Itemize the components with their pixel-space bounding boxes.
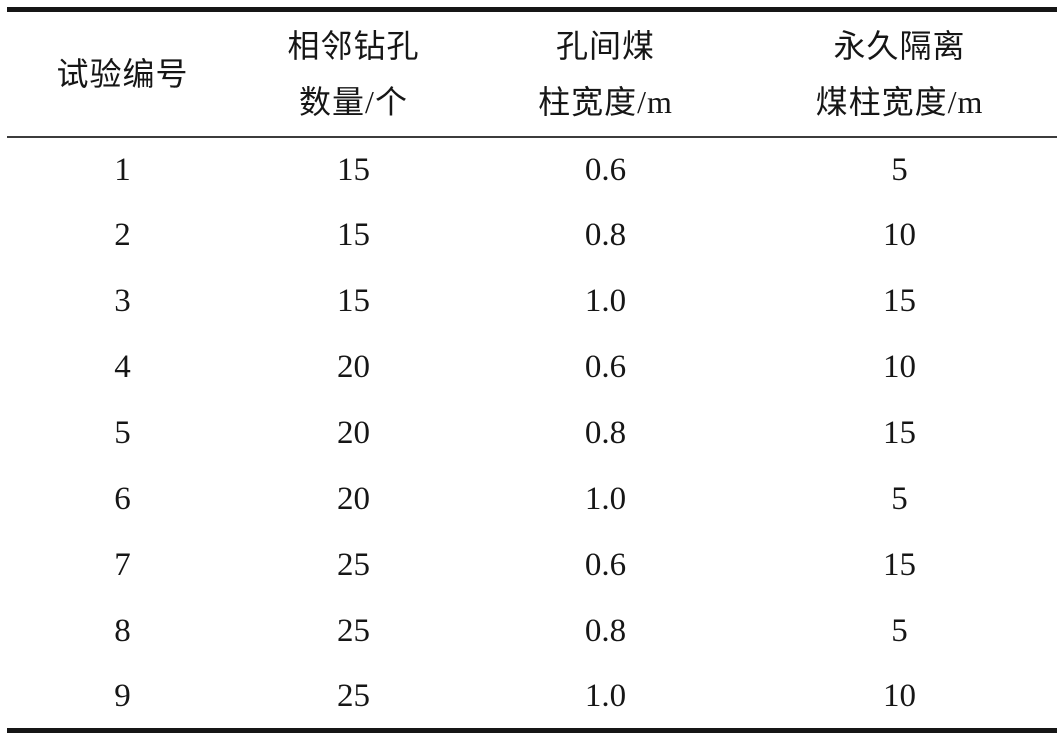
cell-permanent-isolation-pillar-width: 15 xyxy=(883,415,916,451)
cell-interhole-pillar-width: 1.0 xyxy=(584,283,627,319)
orthogonal-test-table: 试验编号 相邻钻孔 数量/个 孔间煤 柱宽度/m 永久隔离 煤柱宽度/m 1 15… xyxy=(7,7,1057,733)
cell-permanent-isolation-pillar-width: 10 xyxy=(883,349,916,385)
cell-interhole-pillar-width: 0.8 xyxy=(584,217,627,253)
header-label-line: 永久隔离 xyxy=(833,27,966,64)
table-header: 试验编号 相邻钻孔 数量/个 孔间煤 柱宽度/m 永久隔离 煤柱宽度/m xyxy=(7,9,1057,138)
cell-test-number: 8 xyxy=(114,613,131,649)
cell-permanent-isolation-pillar-width: 15 xyxy=(883,547,916,583)
cell-interhole-pillar-width: 0.6 xyxy=(584,151,627,188)
table-row: 2 15 0.8 10 xyxy=(7,203,1057,269)
table-row: 3 15 1.0 15 xyxy=(7,269,1057,335)
cell-permanent-isolation-pillar-width: 10 xyxy=(883,217,916,253)
cell-permanent-isolation-pillar-width: 10 xyxy=(883,677,916,714)
cell-adjacent-borehole-count: 25 xyxy=(337,547,370,583)
header-cell-test-number: 试验编号 xyxy=(7,9,238,138)
cell-test-number: 4 xyxy=(114,349,131,385)
cell-test-number: 9 xyxy=(114,677,131,714)
cell-test-number: 6 xyxy=(114,481,131,517)
header-cell-permanent-isolation-pillar-width: 永久隔离 煤柱宽度/m xyxy=(742,9,1057,138)
cell-test-number: 7 xyxy=(114,547,131,583)
cell-adjacent-borehole-count: 20 xyxy=(337,481,370,517)
cell-test-number: 2 xyxy=(114,217,131,253)
cell-test-number: 3 xyxy=(114,283,131,319)
cell-adjacent-borehole-count: 15 xyxy=(337,151,370,188)
header-label-line: 数量/个 xyxy=(299,83,408,120)
cell-adjacent-borehole-count: 25 xyxy=(337,677,370,714)
cell-adjacent-borehole-count: 25 xyxy=(337,613,370,649)
cell-adjacent-borehole-count: 15 xyxy=(337,283,370,319)
table-row: 4 20 0.6 10 xyxy=(7,335,1057,401)
cell-interhole-pillar-width: 1.0 xyxy=(584,677,627,714)
cell-permanent-isolation-pillar-width: 5 xyxy=(891,151,908,188)
table-row: 7 25 0.6 15 xyxy=(7,533,1057,599)
table-row: 6 20 1.0 5 xyxy=(7,467,1057,533)
header-label-line: 柱宽度/m xyxy=(538,83,673,120)
header-label-line: 煤柱宽度/m xyxy=(815,83,984,120)
table-row: 9 25 1.0 10 xyxy=(7,665,1057,731)
cell-interhole-pillar-width: 0.6 xyxy=(584,349,627,385)
cell-adjacent-borehole-count: 15 xyxy=(337,217,370,253)
header-row: 试验编号 相邻钻孔 数量/个 孔间煤 柱宽度/m 永久隔离 煤柱宽度/m xyxy=(7,9,1057,138)
cell-permanent-isolation-pillar-width: 15 xyxy=(883,283,916,319)
cell-adjacent-borehole-count: 20 xyxy=(337,349,370,385)
header-label-line: 相邻钻孔 xyxy=(287,27,420,64)
header-label-line: 试验编号 xyxy=(56,55,189,92)
cell-interhole-pillar-width: 0.6 xyxy=(584,547,627,583)
table-body: 1 15 0.6 5 2 15 0.8 10 3 15 1.0 15 4 20 0.6 10 5 20 0.8 15 6… xyxy=(7,137,1057,731)
cell-permanent-isolation-pillar-width: 5 xyxy=(891,481,908,517)
cell-interhole-pillar-width: 0.8 xyxy=(584,415,627,451)
cell-test-number: 1 xyxy=(114,151,131,188)
cell-adjacent-borehole-count: 20 xyxy=(337,415,370,451)
table-row: 8 25 0.8 5 xyxy=(7,599,1057,665)
header-cell-adjacent-borehole-count: 相邻钻孔 数量/个 xyxy=(238,9,469,138)
header-cell-interhole-pillar-width: 孔间煤 柱宽度/m xyxy=(469,9,742,138)
cell-permanent-isolation-pillar-width: 5 xyxy=(891,613,908,649)
cell-test-number: 5 xyxy=(114,415,131,451)
cell-interhole-pillar-width: 1.0 xyxy=(584,481,627,517)
table-row: 5 20 0.8 15 xyxy=(7,401,1057,467)
header-label-line: 孔间煤 xyxy=(555,27,655,64)
cell-interhole-pillar-width: 0.8 xyxy=(584,613,627,649)
table-row: 1 15 0.6 5 xyxy=(7,137,1057,203)
